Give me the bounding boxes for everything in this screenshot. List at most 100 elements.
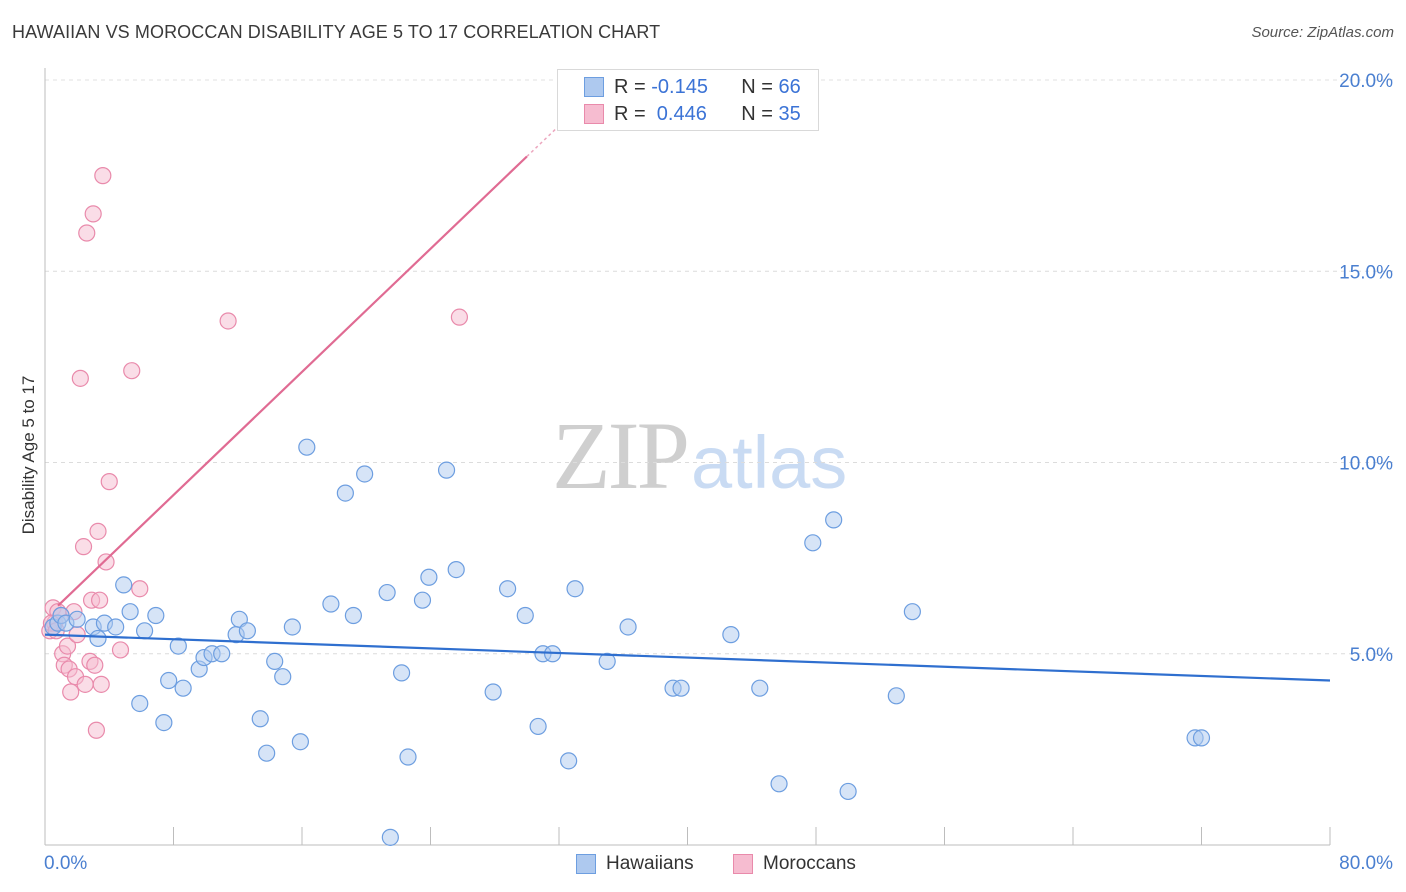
hawaiian-point bbox=[804, 534, 822, 552]
hawaiian-point bbox=[238, 622, 256, 640]
moroccans-r-value: 0.446 bbox=[651, 102, 707, 125]
hawaiian-point bbox=[291, 733, 309, 751]
hawaiian-point bbox=[213, 645, 231, 663]
hawaiian-point bbox=[392, 664, 411, 682]
hawaiians-points bbox=[44, 438, 1211, 846]
hawaiian-point bbox=[115, 576, 133, 594]
hawaiian-point bbox=[839, 782, 857, 801]
hawaiian-point bbox=[529, 717, 547, 736]
hawaiian-point bbox=[356, 465, 374, 483]
moroccan-point bbox=[62, 683, 80, 701]
hawaiian-point bbox=[887, 687, 905, 705]
x-tick-label: 80.0% bbox=[1339, 853, 1393, 874]
moroccans-n-label: N = bbox=[741, 102, 773, 125]
hawaiian-point bbox=[298, 438, 316, 456]
moroccan-point bbox=[100, 473, 118, 491]
moroccan-point bbox=[78, 224, 96, 242]
moroccans-trend-line bbox=[57, 155, 528, 607]
hawaiian-point bbox=[378, 583, 396, 602]
chart-title: HAWAIIAN VS MOROCCAN DISABILITY AGE 5 TO… bbox=[12, 22, 661, 42]
moroccan-point bbox=[131, 580, 149, 598]
moroccans-points bbox=[41, 167, 469, 739]
moroccan-point bbox=[91, 591, 109, 609]
moroccan-point bbox=[94, 167, 112, 185]
hawaiians-r-value: -0.145 bbox=[651, 75, 708, 98]
axes bbox=[44, 68, 1331, 846]
hawaiians-n-value: 66 bbox=[778, 75, 801, 98]
moroccans-n-value: 35 bbox=[778, 102, 801, 125]
hawaiian-point bbox=[560, 752, 578, 770]
hawaiian-point bbox=[598, 652, 616, 671]
bottom-hawaiians-label: Hawaiians bbox=[606, 853, 694, 874]
hawaiian-point bbox=[169, 637, 187, 655]
hawaiian-point bbox=[135, 622, 154, 640]
hawaiian-point bbox=[499, 580, 517, 598]
moroccans-swatch bbox=[584, 104, 604, 124]
hawaiians-r-label: R = bbox=[614, 75, 646, 98]
hawaiian-point bbox=[155, 713, 173, 732]
hawaiian-point bbox=[283, 618, 301, 636]
moroccan-point bbox=[84, 205, 102, 223]
bottom-moroccans-swatch bbox=[733, 854, 753, 874]
moroccan-point bbox=[450, 308, 469, 326]
hawaiian-point bbox=[413, 591, 432, 609]
bottom-legend-hawaiians: Hawaiians bbox=[576, 852, 694, 876]
hawaiian-point bbox=[672, 679, 690, 697]
moroccan-point bbox=[74, 538, 93, 556]
moroccans-trend-extension bbox=[526, 125, 560, 158]
hawaiian-point bbox=[107, 618, 125, 636]
hawaiian-point bbox=[903, 603, 921, 621]
tick-labels: 5.0% 10.0% 15.0% 20.0% 0.0% 80.0% bbox=[44, 71, 1393, 874]
grid-lines bbox=[45, 79, 1394, 655]
hawaiian-point bbox=[516, 606, 534, 625]
hawaiian-point bbox=[484, 683, 502, 701]
hawaiian-point bbox=[1192, 729, 1211, 747]
moroccan-point bbox=[86, 656, 104, 674]
trend-lines bbox=[44, 125, 1331, 682]
hawaiian-point bbox=[131, 694, 149, 713]
hawaiian-point bbox=[381, 828, 399, 846]
hawaiian-point bbox=[147, 606, 165, 625]
hawaiian-point bbox=[825, 511, 843, 529]
moroccan-point bbox=[123, 362, 141, 380]
bottom-hawaiians-swatch bbox=[576, 854, 596, 874]
moroccan-point bbox=[76, 675, 94, 693]
hawaiian-point bbox=[770, 775, 788, 793]
hawaiian-point bbox=[420, 568, 438, 586]
moroccan-point bbox=[219, 312, 237, 330]
hawaiian-point bbox=[437, 461, 456, 479]
hawaiian-point bbox=[336, 484, 354, 502]
correlation-legend: R = -0.145 N = 66 R = 0.446 N = 35 bbox=[557, 69, 819, 131]
bottom-moroccans-label: Moroccans bbox=[763, 853, 856, 874]
source-credit: Source: ZipAtlas.com bbox=[1251, 24, 1394, 41]
hawaiians-trend-line bbox=[44, 633, 1331, 682]
hawaiian-point bbox=[344, 606, 362, 625]
hawaiian-point bbox=[258, 744, 276, 762]
legend-row-moroccans: R = 0.446 N = 35 bbox=[584, 102, 801, 126]
hawaiian-point bbox=[121, 603, 139, 621]
watermark-zip: ZIP bbox=[552, 402, 690, 509]
bottom-legend-moroccans: Moroccans bbox=[733, 852, 856, 876]
hawaiian-point bbox=[68, 610, 86, 628]
legend-row-hawaiians: R = -0.145 N = 66 bbox=[584, 75, 801, 99]
hawaiian-point bbox=[619, 618, 637, 636]
hawaiian-point bbox=[566, 580, 584, 598]
moroccan-point bbox=[92, 675, 110, 693]
hawaiian-point bbox=[751, 679, 769, 697]
hawaiian-point bbox=[722, 626, 740, 644]
hawaiian-point bbox=[399, 748, 417, 766]
hawaiian-point bbox=[447, 560, 465, 579]
hawaiian-point bbox=[322, 595, 340, 613]
moroccan-point bbox=[97, 553, 115, 571]
x-tick-label: 0.0% bbox=[44, 853, 87, 874]
hawaiian-point bbox=[266, 652, 284, 671]
hawaiian-point bbox=[274, 668, 292, 686]
moroccan-point bbox=[87, 721, 106, 739]
hawaiian-point bbox=[174, 679, 192, 697]
hawaiian-point bbox=[251, 710, 269, 728]
moroccan-point bbox=[89, 522, 107, 540]
hawaiian-point bbox=[160, 671, 178, 690]
moroccan-point bbox=[58, 637, 77, 655]
hawaiians-n-label: N = bbox=[741, 75, 773, 98]
